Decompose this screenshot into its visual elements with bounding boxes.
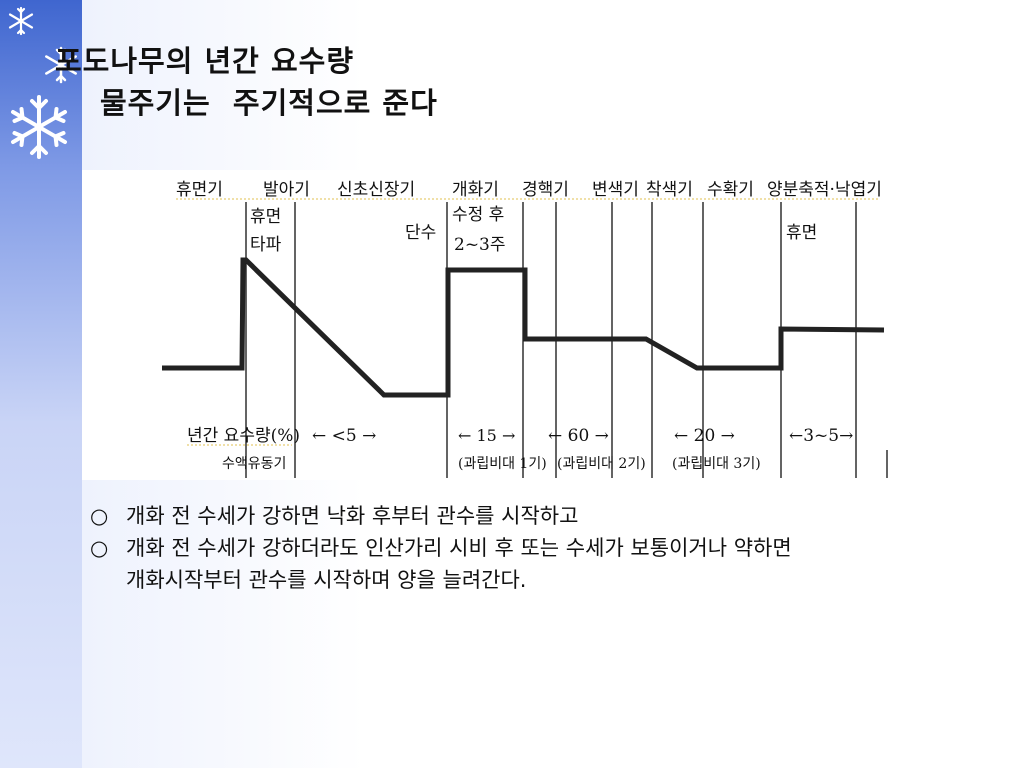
- bullet-text: 개화 전 수세가 강하면 낙화 후부터 관수를 시작하고: [126, 504, 579, 528]
- stage-label: 수확기: [707, 180, 754, 200]
- stage-label: 휴면기: [176, 180, 223, 200]
- water-requirement-line: [162, 257, 885, 398]
- stage-label: 경핵기: [522, 180, 569, 200]
- dormancy-break-label: 휴면: [250, 207, 281, 227]
- value-label: ←3~5→: [789, 426, 853, 446]
- dormancy-label: 휴면: [786, 223, 817, 243]
- fruit-set-label: 2~3주: [454, 235, 506, 255]
- fruit-set-label: 수정 후: [452, 205, 504, 225]
- value-label: ← <5 →: [312, 426, 376, 446]
- fruit-stage-label: (과립비대 1기): [458, 456, 547, 472]
- bullet-text-continued: 개화시작부터 관수를 시작하며 양을 늘려간다.: [126, 568, 527, 592]
- stage-label: 신초신장기: [337, 180, 415, 200]
- stage-label: 개화기: [452, 180, 499, 200]
- stage-label: 양분축적·낙엽기: [767, 180, 882, 200]
- snowflake-icon: [8, 6, 34, 36]
- stage-label: 발아기: [263, 180, 310, 200]
- fruit-stage-label: (과립비대 2기): [557, 456, 646, 472]
- snowflake-icon: [45, 46, 77, 84]
- bullet-text: 개화 전 수세가 강하더라도 인산가리 시비 후 또는 수세가 보통이거나 약하…: [126, 536, 792, 560]
- sap-flow-label: 수액유동기: [222, 456, 286, 472]
- irrigation-diagram-area: [82, 170, 1024, 480]
- dormancy-break-label: 타파: [250, 235, 282, 255]
- bullet-circle-icon: ○: [90, 504, 109, 528]
- stage-label: 착색기: [646, 180, 693, 200]
- stage-label: 변색기: [592, 180, 639, 200]
- cut-water-label: 단수: [405, 223, 436, 243]
- bullet-item: ○ 개화 전 수세가 강하더라도 인산가리 시비 후 또는 수세가 보통이거나 …: [90, 532, 1015, 564]
- snowflake-icon: [11, 95, 67, 159]
- slide-subtitle: 물주기는 주기적으로 준다: [100, 86, 438, 120]
- bullet-circle-icon: ○: [90, 536, 109, 560]
- value-label: ← 60 →: [548, 426, 609, 446]
- value-label: ← 20 →: [674, 426, 735, 446]
- value-label: ← 15 →: [458, 426, 515, 445]
- bullet-list: ○ 개화 전 수세가 강하면 낙화 후부터 관수를 시작하고 ○ 개화 전 수세…: [90, 500, 1015, 596]
- annual-water-label: 년간 요수량(%): [187, 426, 300, 446]
- slide-title: 포도나무의 년간 요수량: [55, 44, 354, 78]
- fruit-stage-label: (과립비대 3기): [672, 456, 761, 472]
- bullet-item: ○ 개화 전 수세가 강하면 낙화 후부터 관수를 시작하고: [90, 500, 1015, 532]
